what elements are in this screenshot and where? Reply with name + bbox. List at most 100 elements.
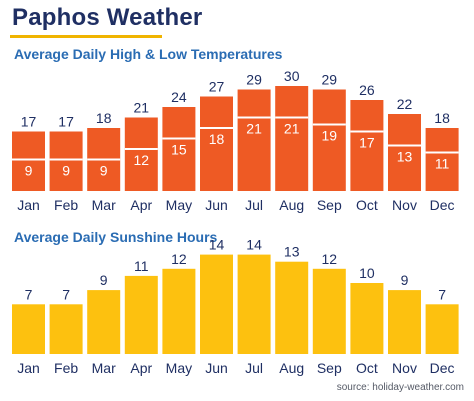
temp-high-label-jan: 17 (21, 114, 37, 130)
sunshine-month-label-aug: Aug (279, 360, 304, 376)
sunshine-bar-jun (200, 254, 233, 354)
temp-low-label-nov: 13 (397, 149, 413, 165)
sunshine-value-label-jan: 7 (25, 286, 33, 302)
temp-month-label-feb: Feb (54, 197, 78, 213)
temperature-chart: 17 9 Jan 17 9 Feb 18 9 Mar 21 12 Apr 24 15 May 27 18 Jun 2… (12, 68, 459, 213)
temp-high-label-feb: 17 (58, 114, 74, 130)
temp-low-label-oct: 17 (359, 135, 375, 151)
sunshine-value-label-aug: 13 (284, 244, 300, 260)
sunshine-bar-aug (275, 261, 309, 354)
temp-low-marker-feb (49, 158, 83, 161)
sunshine-chart: 7 Jan 7 Feb 9 Mar 11 Apr 12 May 14 Jun 14 Jul 13 Aug 12 S… (12, 237, 459, 376)
sunshine-value-label-sep: 12 (322, 251, 338, 267)
sunshine-bar-feb (49, 304, 83, 354)
sunshine-value-label-jul: 14 (246, 237, 262, 253)
temp-high-bar-aug (275, 86, 309, 191)
temp-low-label-apr: 12 (134, 152, 150, 168)
temp-high-bar-sep (312, 89, 346, 191)
temp-month-label-dec: Dec (430, 197, 455, 213)
temp-low-marker-jan (12, 158, 45, 161)
sunshine-bar-may (162, 268, 196, 354)
temp-high-bar-jul (237, 89, 271, 191)
temp-month-label-oct: Oct (356, 197, 378, 213)
temp-low-marker-mar (87, 158, 121, 161)
temp-low-label-jul: 21 (246, 121, 262, 137)
temp-high-label-aug: 30 (284, 68, 300, 84)
sunshine-chart-title: Average Daily Sunshine Hours (14, 229, 218, 245)
sunshine-value-label-oct: 10 (359, 265, 375, 281)
sunshine-bar-nov (388, 290, 421, 354)
temp-high-bar-apr (124, 117, 158, 191)
temp-month-label-jan: Jan (17, 197, 40, 213)
sunshine-value-label-dec: 7 (438, 286, 446, 302)
temp-low-label-dec: 11 (435, 156, 450, 172)
temp-low-marker-aug (275, 116, 309, 119)
temp-low-marker-oct (350, 130, 384, 133)
temp-low-marker-jun (200, 127, 233, 129)
temp-high-label-oct: 26 (359, 82, 375, 98)
temp-month-label-apr: Apr (130, 197, 152, 213)
sunshine-month-label-dec: Dec (430, 360, 455, 376)
sunshine-month-label-sep: Sep (317, 360, 342, 376)
temp-high-label-mar: 18 (96, 110, 112, 126)
temperature-chart-title: Average Daily High & Low Temperatures (14, 46, 283, 62)
temp-low-label-may: 15 (171, 142, 187, 158)
sunshine-bar-oct (350, 283, 384, 354)
temp-high-label-jul: 29 (246, 72, 262, 88)
temp-month-label-may: May (166, 197, 192, 213)
temp-high-bar-nov (388, 114, 421, 191)
sunshine-month-label-jul: Jul (245, 360, 263, 376)
sunshine-value-label-mar: 9 (100, 272, 108, 288)
temp-high-bar-jan (12, 131, 45, 191)
temp-high-bar-jun (200, 96, 233, 191)
sunshine-bar-dec (425, 304, 459, 354)
page-title: Paphos Weather (12, 4, 203, 31)
temp-high-label-jun: 27 (209, 79, 225, 95)
temp-high-label-apr: 21 (134, 100, 150, 116)
sunshine-month-label-jun: Jun (205, 360, 228, 376)
temp-low-label-jun: 18 (209, 131, 225, 147)
temp-high-label-nov: 22 (397, 96, 413, 112)
sunshine-month-label-oct: Oct (356, 360, 378, 376)
sunshine-value-label-nov: 9 (401, 272, 409, 288)
sunshine-bar-mar (87, 290, 121, 354)
sunshine-bar-apr (124, 275, 158, 354)
temp-low-marker-dec (425, 151, 459, 154)
temp-low-marker-nov (388, 144, 421, 147)
sunshine-month-label-nov: Nov (392, 360, 417, 376)
temp-low-marker-may (162, 137, 196, 140)
sunshine-value-label-apr: 11 (134, 258, 149, 274)
temp-high-bar-oct (350, 100, 384, 191)
sunshine-month-label-mar: Mar (92, 360, 116, 376)
temp-high-label-may: 24 (171, 89, 187, 105)
temp-high-bar-dec (425, 128, 459, 191)
temp-low-marker-jul (237, 116, 271, 119)
temp-high-label-dec: 18 (434, 110, 450, 126)
temp-high-label-sep: 29 (322, 72, 338, 88)
temp-low-label-aug: 21 (284, 121, 300, 137)
source-credit: source: holiday-weather.com (336, 382, 464, 393)
temp-low-label-feb: 9 (62, 163, 70, 179)
sunshine-month-label-may: May (166, 360, 192, 376)
temp-month-label-jun: Jun (205, 197, 228, 213)
temp-high-bar-may (162, 107, 196, 191)
temp-month-label-mar: Mar (92, 197, 116, 213)
temp-month-label-sep: Sep (317, 197, 342, 213)
temp-low-marker-sep (312, 123, 346, 126)
temp-low-label-jan: 9 (25, 163, 33, 179)
temp-low-label-sep: 19 (322, 128, 338, 144)
sunshine-value-label-feb: 7 (62, 286, 70, 302)
sunshine-bar-jul (237, 254, 271, 354)
title-underline (10, 35, 162, 38)
sunshine-month-label-jan: Jan (17, 360, 40, 376)
temp-month-label-jul: Jul (245, 197, 263, 213)
sunshine-bar-jan (12, 304, 45, 354)
temp-low-label-mar: 9 (100, 163, 108, 179)
sunshine-month-label-apr: Apr (130, 360, 152, 376)
sunshine-value-label-may: 12 (171, 251, 187, 267)
sunshine-month-label-feb: Feb (54, 360, 78, 376)
temp-month-label-aug: Aug (279, 197, 304, 213)
temp-low-marker-apr (124, 148, 158, 150)
sunshine-bar-sep (312, 268, 346, 354)
